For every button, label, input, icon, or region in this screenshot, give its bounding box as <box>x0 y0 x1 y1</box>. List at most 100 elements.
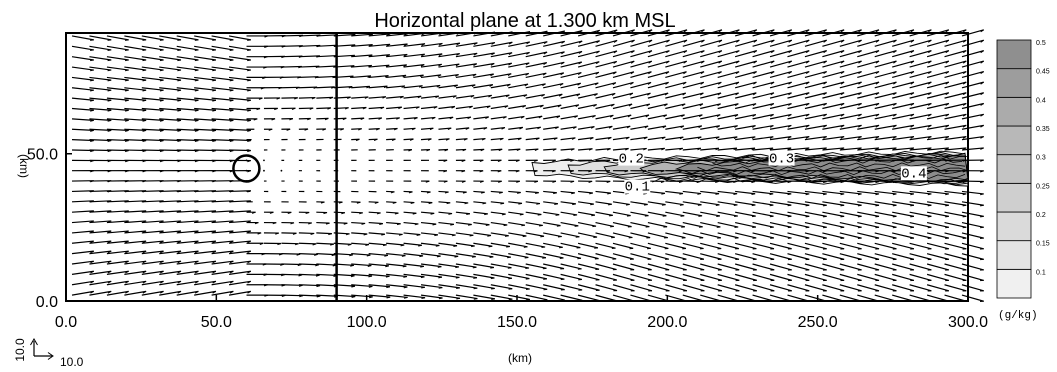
wind-vector-head <box>697 147 702 151</box>
wind-vector-head <box>588 170 592 173</box>
wind-vector-head <box>823 60 827 64</box>
colorbar-tick-label: 0.4 <box>1036 97 1046 104</box>
wind-vector <box>577 125 595 130</box>
wind-vector-head <box>404 33 408 36</box>
wind-vector-head <box>805 60 810 64</box>
wind-vector-head <box>612 82 617 86</box>
wind-vector-head <box>503 224 508 227</box>
wind-vector-head <box>384 254 389 257</box>
wind-vector-head <box>642 170 647 173</box>
wind-vector <box>944 70 967 78</box>
wind-vector <box>560 30 583 37</box>
wind-vector <box>769 92 792 99</box>
wind-vector <box>874 102 897 110</box>
wind-vector <box>194 107 216 111</box>
wind-vector <box>316 96 334 99</box>
wind-vector <box>316 273 338 277</box>
wind-vector-head <box>124 79 129 82</box>
wind-vector-head <box>429 127 434 131</box>
wind-vector-head <box>298 274 303 277</box>
wind-vector-head <box>608 125 613 129</box>
wind-vector-head <box>606 180 611 183</box>
wind-vector-head <box>508 62 513 66</box>
wind-vector <box>176 107 199 111</box>
wind-vector-head <box>229 270 234 274</box>
wind-vector <box>455 42 478 47</box>
wind-vector-head <box>177 59 182 62</box>
wind-vector-head <box>259 242 264 245</box>
wind-vector <box>420 263 442 268</box>
wind-vector <box>822 70 845 78</box>
wind-vector <box>490 221 508 226</box>
wind-vector <box>508 72 529 79</box>
wind-vector-head <box>840 103 845 106</box>
wind-vector-head <box>609 214 613 217</box>
wind-vector <box>822 232 845 239</box>
wind-vector <box>228 56 251 61</box>
wind-vector-head <box>365 244 370 246</box>
wind-vector <box>560 40 583 47</box>
wind-vector <box>124 270 147 275</box>
wind-vector-head <box>466 213 471 216</box>
wind-vector-head <box>125 290 129 294</box>
wind-vector <box>473 62 495 68</box>
wind-vector <box>822 81 845 89</box>
wind-vector <box>787 29 810 37</box>
wind-vector <box>961 50 984 58</box>
wind-vector-head <box>980 71 985 75</box>
wind-vector <box>595 136 612 141</box>
wind-vector-head <box>490 266 495 269</box>
wind-vector-head <box>980 103 985 106</box>
wind-vector-head <box>770 50 775 54</box>
wind-vector <box>473 211 488 215</box>
wind-vector-head <box>418 244 422 247</box>
wind-vector-head <box>822 204 827 207</box>
wind-vector-head <box>751 215 756 218</box>
wind-vector <box>89 200 112 203</box>
wind-vector-head <box>523 246 528 248</box>
wind-vector-head <box>142 99 147 102</box>
wind-vector <box>874 242 897 250</box>
wind-vector <box>229 240 251 244</box>
wind-vector-head <box>516 180 520 183</box>
wind-vector-head <box>212 270 217 274</box>
wind-vector-head <box>490 73 494 77</box>
wind-vector-head <box>320 201 325 204</box>
wind-vector-head <box>613 29 618 33</box>
wind-vector <box>71 66 94 71</box>
wind-vector-head <box>384 75 389 78</box>
wind-vector <box>595 60 617 68</box>
wind-vector <box>71 139 94 142</box>
wind-vector <box>892 102 915 110</box>
wind-vector-head <box>463 138 468 141</box>
wind-vector-head <box>341 212 346 215</box>
wind-vector <box>71 56 94 61</box>
wind-vector <box>525 126 541 130</box>
wind-vector-head <box>594 93 598 97</box>
wind-vector <box>403 242 422 246</box>
wind-vector <box>71 280 94 286</box>
wind-vector <box>700 221 721 228</box>
wind-vector-head <box>473 63 477 66</box>
wind-vector-head <box>573 126 577 129</box>
wind-vector-head <box>315 264 319 267</box>
wind-vector-head <box>461 159 466 162</box>
wind-vector <box>577 93 598 99</box>
wind-vector-head <box>401 85 406 88</box>
wind-vector-head <box>386 33 391 36</box>
wind-vector-head <box>927 215 932 218</box>
wind-vector-head <box>461 180 466 183</box>
wind-vector-head <box>552 148 557 151</box>
wind-vector <box>141 118 164 121</box>
wind-vector-head <box>212 79 217 82</box>
wind-vector <box>595 148 611 151</box>
wind-vector <box>892 39 915 47</box>
wind-vector-head <box>491 298 496 300</box>
wind-vector <box>630 114 650 120</box>
wind-vector <box>560 253 582 259</box>
wind-vector <box>473 284 495 290</box>
wind-vector <box>595 125 613 130</box>
wind-vector <box>734 273 757 281</box>
wind-vector-head <box>347 96 351 100</box>
wind-vector-head <box>980 159 984 162</box>
